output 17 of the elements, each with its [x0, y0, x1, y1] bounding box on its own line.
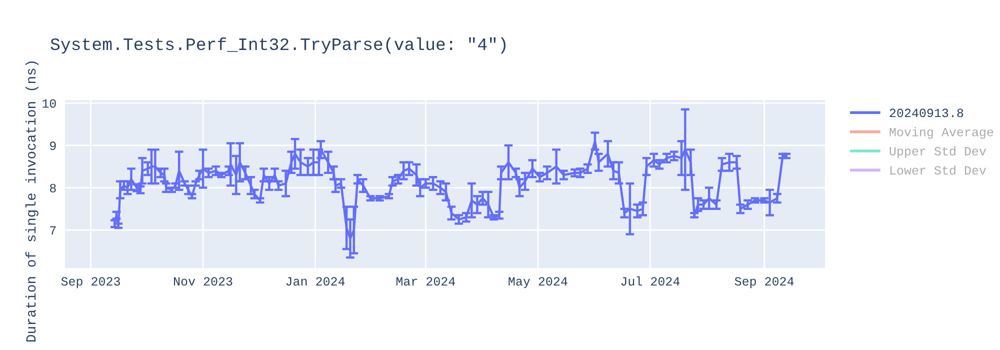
x-tick-label: Jan 2024 — [286, 277, 345, 286]
x-tick-label: May 2024 — [508, 277, 568, 288]
y-tick-label: 10 — [42, 99, 56, 108]
y-tick-label: 8 — [50, 184, 56, 192]
x-tick-label: Sep 2023 — [61, 277, 120, 288]
legend-label: Upper Std Dev — [890, 146, 986, 158]
y-axis-title: Duration of single invocation (ns) — [25, 62, 38, 342]
x-tick-label: Mar 2024 — [396, 277, 456, 286]
x-tick-label: Sep 2024 — [734, 277, 794, 288]
y-tick-label: 7 — [50, 226, 56, 235]
legend-label: Lower Std Dev — [890, 165, 986, 175]
x-tick-label: Nov 2023 — [174, 277, 232, 286]
y-tick-label: 9 — [50, 142, 56, 150]
x-tick-label: Jul 2024 — [621, 276, 680, 286]
legend-label: Moving Average — [890, 127, 994, 139]
chart-title: System.Tests.Perf_Int32.TryParse(value: "4") — [50, 37, 506, 54]
legend-label: 20240913.8 — [890, 108, 964, 118]
